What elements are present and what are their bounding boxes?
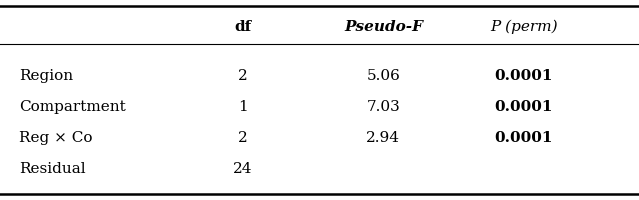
Text: Pseudo-F: Pseudo-F bbox=[344, 20, 423, 34]
Text: Compartment: Compartment bbox=[19, 100, 126, 114]
Text: 5.06: 5.06 bbox=[366, 69, 401, 83]
Text: df: df bbox=[235, 20, 251, 34]
Text: Residual: Residual bbox=[19, 162, 86, 176]
Text: P (perm): P (perm) bbox=[490, 20, 558, 34]
Text: 0.0001: 0.0001 bbox=[495, 131, 553, 145]
Text: 0.0001: 0.0001 bbox=[495, 100, 553, 114]
Text: 2.94: 2.94 bbox=[366, 131, 401, 145]
Text: Region: Region bbox=[19, 69, 73, 83]
Text: 0.0001: 0.0001 bbox=[495, 69, 553, 83]
Text: 2: 2 bbox=[238, 69, 248, 83]
Text: Reg × Co: Reg × Co bbox=[19, 131, 93, 145]
Text: 24: 24 bbox=[233, 162, 252, 176]
Text: 1: 1 bbox=[238, 100, 248, 114]
Text: 2: 2 bbox=[238, 131, 248, 145]
Text: 7.03: 7.03 bbox=[367, 100, 400, 114]
